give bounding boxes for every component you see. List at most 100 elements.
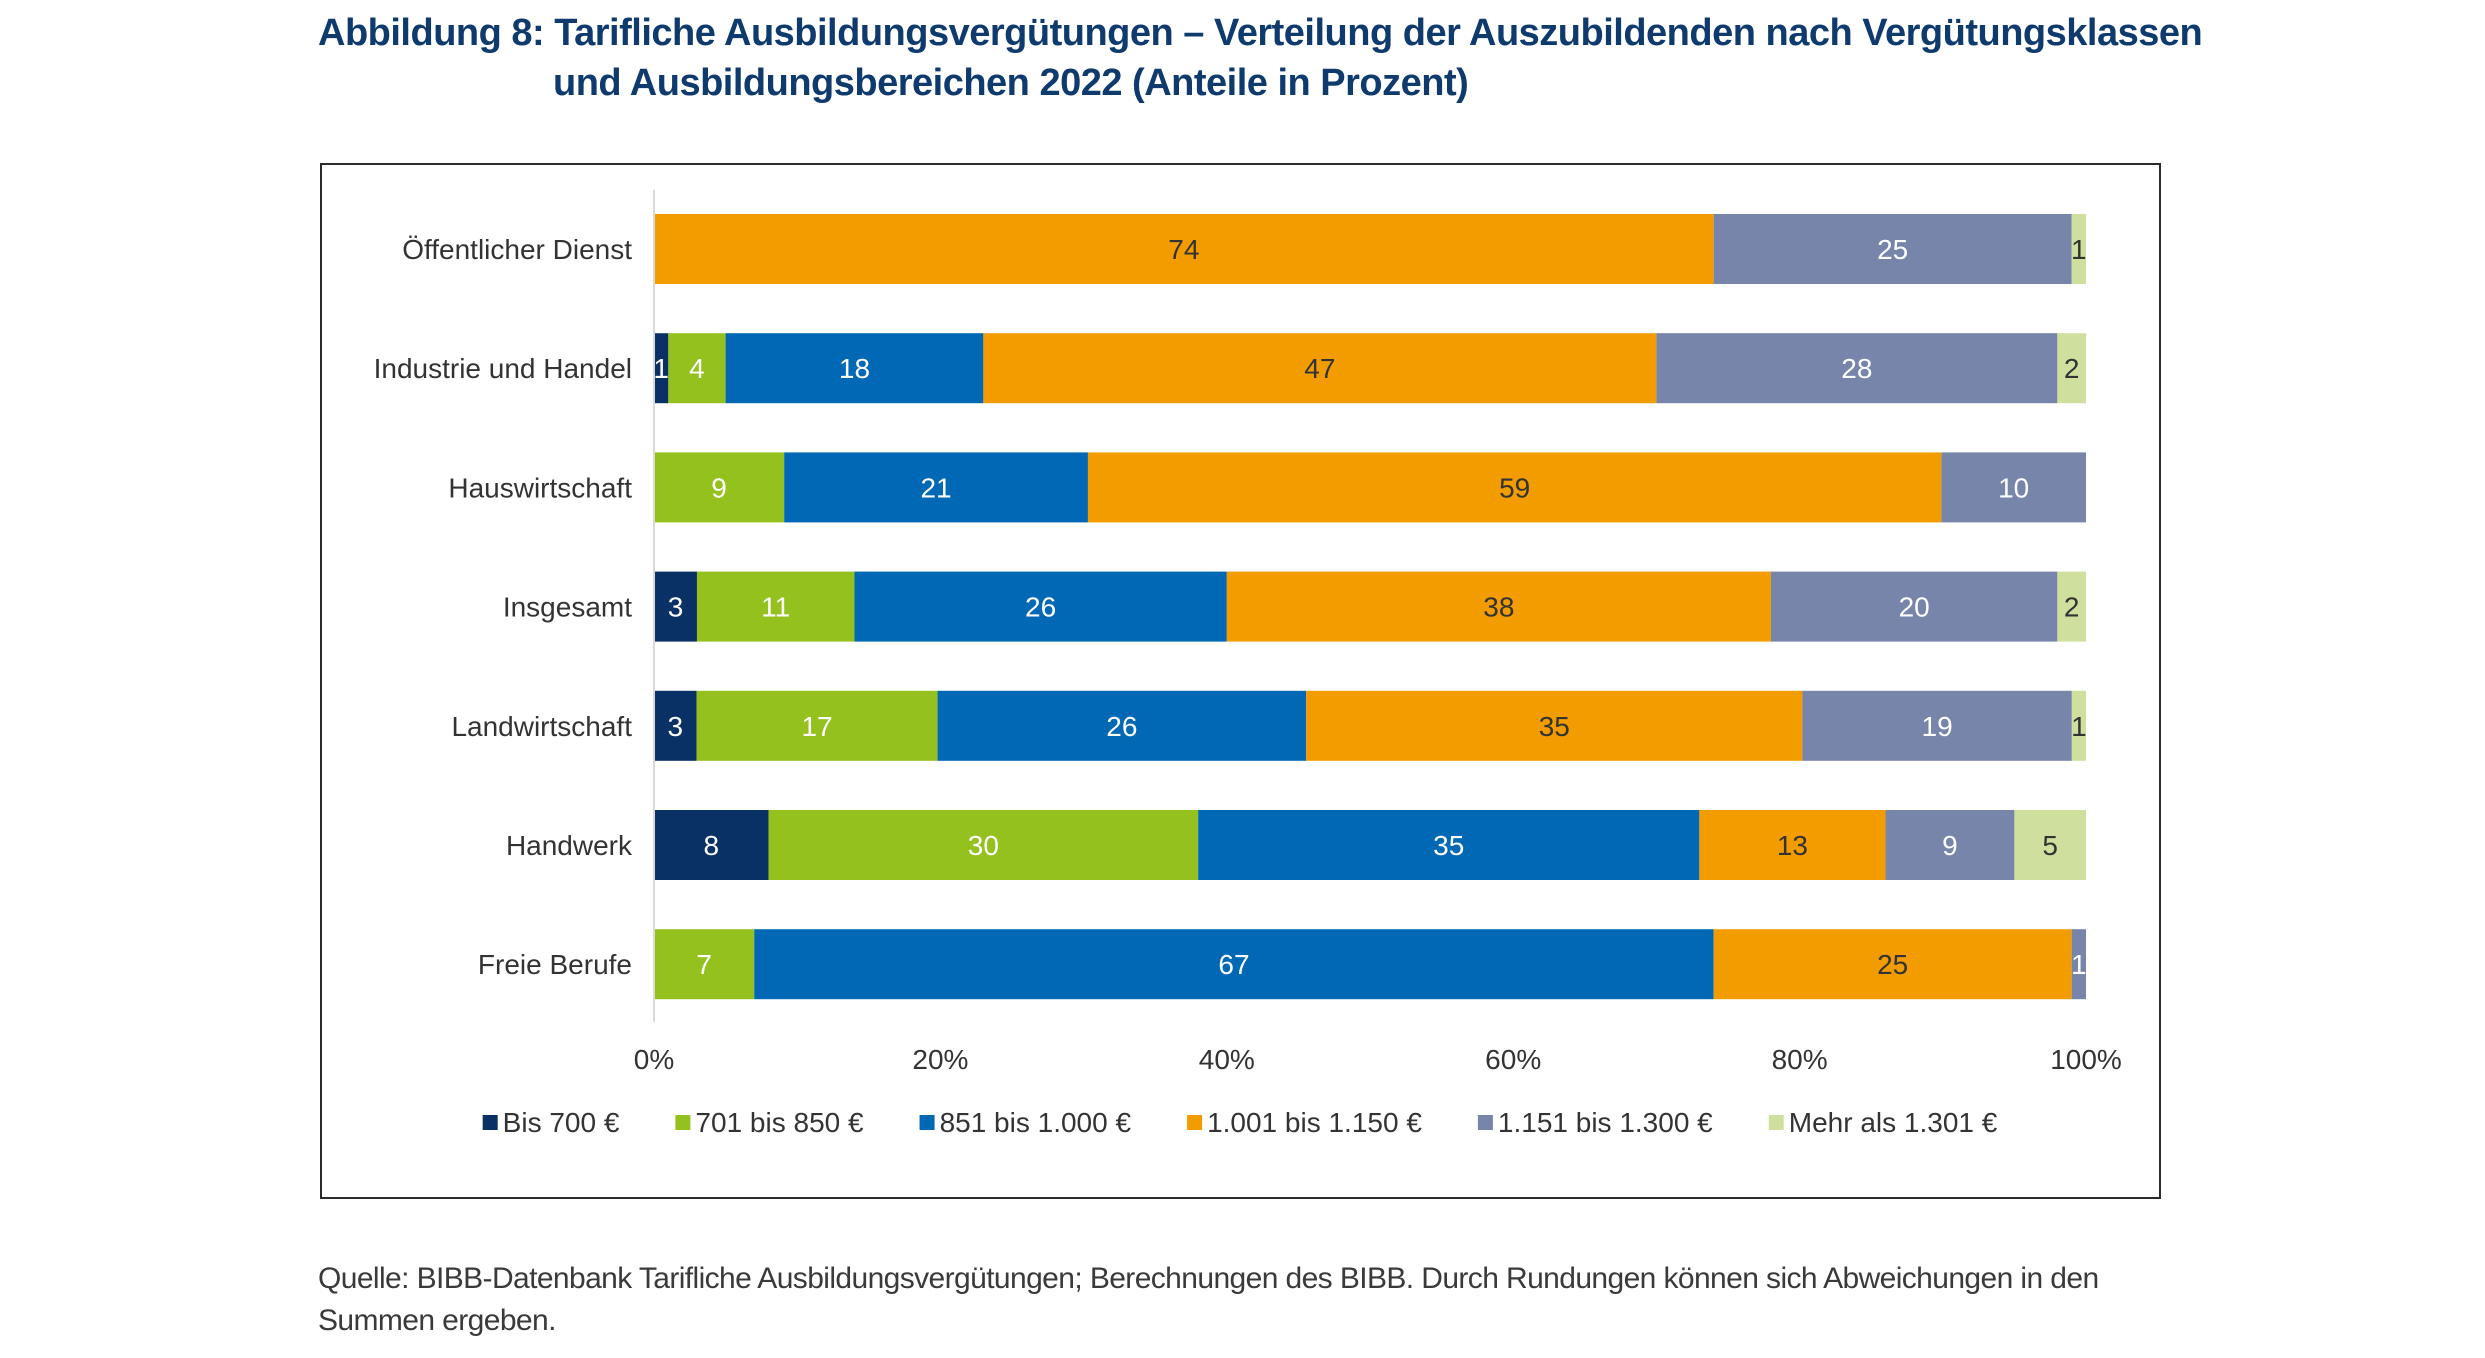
bar-data-label: 1 [2071, 234, 2087, 265]
legend-label: 701 bis 850 € [695, 1107, 864, 1138]
bar-segment [1941, 452, 2086, 523]
legend-item: 1.151 bis 1.300 € [1477, 1107, 1713, 1138]
bar-data-label: 5 [2042, 830, 2058, 861]
bar-data-label: 8 [703, 830, 719, 861]
source-note-line-1: Quelle: BIBB-Datenbank Tarifliche Ausbil… [318, 1262, 2099, 1295]
chart-frame [320, 163, 2161, 1199]
bar-data-label: 35 [1433, 830, 1464, 861]
bar-data-label: 7 [696, 949, 712, 980]
bar-data-label: 30 [968, 830, 999, 861]
bar-data-label: 9 [1942, 830, 1958, 861]
bar-segment [1770, 571, 2058, 642]
bar-data-label: 20 [1899, 592, 1930, 623]
bar-segment [654, 214, 1714, 284]
category-label: Industrie und Handel [374, 353, 632, 384]
bar-segment [654, 333, 669, 404]
legend-item: 851 bis 1.000 € [919, 1107, 1132, 1138]
category-label: Landwirtschaft [451, 711, 632, 742]
legend-swatch [1187, 1115, 1203, 1130]
bar-segment [668, 333, 726, 404]
category-labels: Öffentlicher Dienst Industrie und Handel H… [374, 234, 633, 980]
legend-swatch [1768, 1115, 1784, 1130]
bar-segment [854, 571, 1227, 642]
bar-segment [983, 333, 1657, 404]
bar-data-label: 26 [1106, 711, 1137, 742]
x-tick-label: 40% [1199, 1044, 1255, 1075]
bar-data-label: 13 [1777, 830, 1808, 861]
bars-group: 74 25 11 4 18 47 28 29 21 59 103 11 26 38 20 23 17 26 35 19… [653, 214, 2087, 1000]
legend-item: Mehr als 1.301 € [1768, 1107, 1998, 1138]
bar-data-label: 28 [1841, 353, 1872, 384]
bar-data-label: 74 [1168, 234, 1199, 265]
category-label: Öffentlicher Dienst [402, 234, 632, 265]
category-label: Handwerk [506, 830, 633, 861]
bar-data-label: 59 [1499, 472, 1530, 503]
legend: Bis 700 € 701 bis 850 € 851 bis 1.000 € 1.0… [482, 1107, 1998, 1138]
legend-label: 1.151 bis 1.300 € [1498, 1107, 1713, 1138]
x-tick-label: 20% [912, 1044, 968, 1075]
bar-data-label: 47 [1304, 353, 1335, 384]
bar-data-label: 1 [2071, 711, 2087, 742]
chart-title-line-1: Abbildung 8: Tarifliche Ausbildungsvergü… [318, 12, 2203, 54]
bar-data-label: 1 [653, 353, 669, 384]
legend-swatch [1477, 1115, 1493, 1130]
legend-label: Mehr als 1.301 € [1789, 1107, 1998, 1138]
bar-data-label: 2 [2064, 353, 2080, 384]
bar-segment [1885, 810, 2015, 880]
bar-data-label: 4 [689, 353, 705, 384]
bar-segment [937, 690, 1307, 761]
bar-segment [1699, 810, 1886, 880]
bar-data-label: 2 [2064, 592, 2080, 623]
legend-item: 701 bis 850 € [675, 1107, 864, 1138]
bar-data-label: 18 [839, 353, 870, 384]
legend-label: 851 bis 1.000 € [940, 1107, 1132, 1138]
chart-title-line-2: und Ausbildungsbereichen 2022 (Anteile i… [553, 62, 1469, 104]
bar-data-label: 17 [801, 711, 832, 742]
bar-segment [2071, 214, 2086, 284]
bar-segment [2071, 929, 2086, 1000]
x-tick-label: 0% [634, 1044, 674, 1075]
bar-segment [1087, 452, 1942, 523]
bar-data-label: 38 [1483, 592, 1514, 623]
bar-segment [1306, 690, 1803, 761]
bar-segment [1802, 690, 2072, 761]
bar-segment [654, 929, 755, 1000]
legend-item: Bis 700 € [482, 1107, 620, 1138]
bar-segment [725, 333, 984, 404]
x-tick-label: 80% [1772, 1044, 1828, 1075]
bar-segment [2057, 571, 2086, 642]
bar-data-label: 1 [2071, 949, 2087, 980]
legend-label: Bis 700 € [503, 1107, 620, 1138]
bar-data-label: 35 [1539, 711, 1570, 742]
bar-data-label: 9 [711, 472, 727, 503]
bar-data-label: 10 [1998, 472, 2029, 503]
bar-segment [654, 690, 697, 761]
bar-data-label: 25 [1877, 949, 1908, 980]
legend-item: 1.001 bis 1.150 € [1187, 1107, 1422, 1138]
legend-label: 1.001 bis 1.150 € [1207, 1107, 1422, 1138]
bar-segment [1198, 810, 1700, 880]
bar-segment [654, 452, 785, 523]
legend-swatch [675, 1115, 691, 1130]
bar-segment [754, 929, 1714, 1000]
bar-data-label: 19 [1922, 711, 1953, 742]
bar-data-label: 21 [920, 472, 951, 503]
category-label: Insgesamt [503, 592, 632, 623]
x-tick-label: 60% [1485, 1044, 1541, 1075]
legend-swatch [482, 1115, 498, 1130]
bar-segment [2057, 333, 2086, 404]
bar-segment [654, 810, 769, 880]
bar-segment [1713, 214, 2072, 284]
bar-segment [1713, 929, 2072, 1000]
bar-segment [2071, 690, 2086, 761]
x-axis-ticks: 0% 20% 40% 60% 80% 100% [634, 1044, 2122, 1075]
bar-segment [654, 571, 697, 642]
bar-segment [2014, 810, 2086, 880]
legend-swatch [919, 1115, 935, 1130]
source-note-line-2: Summen ergeben. [318, 1304, 556, 1337]
bar-segment [1656, 333, 2058, 404]
bar-data-label: 67 [1218, 949, 1249, 980]
bar-data-label: 11 [761, 592, 790, 623]
category-label: Hauswirtschaft [448, 472, 632, 503]
